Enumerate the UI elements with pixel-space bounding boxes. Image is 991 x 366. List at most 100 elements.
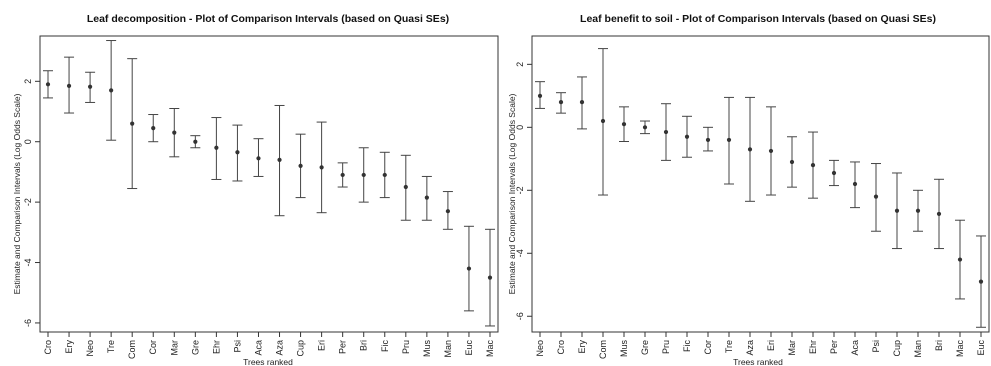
x-tick-label: Mar bbox=[169, 340, 179, 356]
estimate-point bbox=[937, 212, 941, 216]
x-tick-label: Neo bbox=[535, 340, 545, 357]
x-tick-label: Per bbox=[829, 340, 839, 354]
estimate-point bbox=[916, 209, 920, 213]
x-tick-label: Pru bbox=[401, 340, 411, 354]
x-tick-label: Per bbox=[338, 340, 348, 354]
y-tick-label: -4 bbox=[23, 259, 33, 267]
x-tick-label: Cro bbox=[556, 340, 566, 355]
estimate-point bbox=[601, 119, 605, 123]
x-tick-label: Man bbox=[443, 340, 453, 358]
plot-area: 2 0 -2 -4 -6 Cro Ery Neo Tre Com Cor Mar Gre Ehr Psi Ac… bbox=[23, 36, 498, 359]
estimate-point bbox=[320, 165, 324, 169]
x-tick-label: Psi bbox=[232, 340, 242, 353]
estimate-point bbox=[341, 173, 345, 177]
x-axis-label: Trees ranked bbox=[733, 357, 783, 366]
x-tick-label: Tre bbox=[724, 340, 734, 353]
x-axis-label: Trees ranked bbox=[243, 357, 293, 366]
x-tick-label: Gre bbox=[190, 340, 200, 355]
y-tick-label: -6 bbox=[515, 312, 525, 320]
y-axis-label: Estimate and Comparison Intervals (Log O… bbox=[12, 93, 22, 294]
x-tick-label: Aca bbox=[850, 340, 860, 356]
estimate-point bbox=[559, 100, 563, 104]
x-tick-label: Pru bbox=[661, 340, 671, 354]
x-tick-label: Ery bbox=[64, 340, 74, 354]
estimate-point bbox=[874, 194, 878, 198]
estimate-point bbox=[404, 185, 408, 189]
x-tick-label: Bri bbox=[934, 340, 944, 351]
estimate-point bbox=[958, 257, 962, 261]
x-tick-label: Man bbox=[913, 340, 923, 358]
x-tick-label: Gre bbox=[640, 340, 650, 355]
x-tick-label: Com bbox=[127, 340, 137, 359]
estimate-point bbox=[362, 173, 366, 177]
estimate-point bbox=[643, 125, 647, 129]
x-tick-label: Cro bbox=[43, 340, 53, 355]
x-tick-label: Eri bbox=[317, 340, 327, 351]
estimate-point bbox=[538, 94, 542, 98]
chart-title: Leaf benefit to soil - Plot of Compariso… bbox=[580, 13, 936, 25]
estimate-point bbox=[298, 164, 302, 168]
x-tick-label: Mar bbox=[787, 340, 797, 356]
x-tick-label: Ery bbox=[577, 340, 587, 354]
estimate-point bbox=[769, 149, 773, 153]
x-tick-label: Fic bbox=[380, 340, 390, 352]
x-tick-label: Fic bbox=[682, 340, 692, 352]
estimate-point bbox=[193, 140, 197, 144]
x-tick-label: Ehr bbox=[808, 340, 818, 354]
x-tick-label: Euc bbox=[976, 340, 986, 356]
estimate-point bbox=[706, 138, 710, 142]
estimate-point bbox=[622, 122, 626, 126]
estimate-point bbox=[832, 171, 836, 175]
chart-left: Leaf decomposition - Plot of Comparison … bbox=[12, 13, 498, 366]
y-tick-label: 0 bbox=[23, 139, 33, 144]
x-tick-label: Mus bbox=[422, 340, 432, 358]
chart-right: Leaf benefit to soil - Plot of Compariso… bbox=[507, 13, 989, 366]
estimate-point bbox=[425, 195, 429, 199]
estimate-point bbox=[172, 131, 176, 135]
estimate-point bbox=[256, 156, 260, 160]
estimate-point bbox=[748, 147, 752, 151]
estimate-point bbox=[46, 82, 50, 86]
estimate-point bbox=[151, 126, 155, 130]
estimate-point bbox=[727, 138, 731, 142]
estimate-point bbox=[88, 85, 92, 89]
estimate-point bbox=[214, 146, 218, 150]
x-tick-label: Ehr bbox=[211, 340, 221, 354]
estimate-point bbox=[790, 160, 794, 164]
estimate-point bbox=[235, 150, 239, 154]
x-tick-label: Aza bbox=[275, 340, 285, 356]
y-tick-label: 2 bbox=[515, 62, 525, 67]
x-tick-label: Com bbox=[598, 340, 608, 359]
estimate-point bbox=[853, 182, 857, 186]
estimate-point bbox=[488, 276, 492, 280]
x-tick-label: Aza bbox=[745, 340, 755, 356]
x-tick-label: Cup bbox=[296, 340, 306, 357]
x-tick-label: Aca bbox=[253, 340, 263, 356]
y-tick-label: -4 bbox=[515, 249, 525, 257]
y-tick-label: 2 bbox=[23, 79, 33, 84]
y-tick-label: -2 bbox=[23, 198, 33, 206]
estimate-point bbox=[580, 100, 584, 104]
x-tick-label: Cup bbox=[892, 340, 902, 357]
x-tick-label: Mus bbox=[619, 340, 629, 358]
x-tick-label: Cor bbox=[703, 340, 713, 355]
estimate-point bbox=[383, 173, 387, 177]
y-tick-label: 0 bbox=[515, 125, 525, 130]
estimate-point bbox=[467, 266, 471, 270]
x-tick-label: Bri bbox=[359, 340, 369, 351]
x-tick-label: Eri bbox=[766, 340, 776, 351]
plot-frame bbox=[532, 36, 989, 332]
estimate-point bbox=[811, 163, 815, 167]
estimate-point bbox=[895, 209, 899, 213]
x-tick-label: Euc bbox=[464, 340, 474, 356]
plot-frame bbox=[40, 36, 498, 332]
y-tick-label: -2 bbox=[515, 186, 525, 194]
estimate-point bbox=[130, 121, 134, 125]
estimate-point bbox=[446, 209, 450, 213]
plot-area: 2 0 -2 -4 -6 Neo Cro Ery Com Mus Gre Pru Fic Cor Tre Az… bbox=[515, 36, 989, 359]
chart-title: Leaf decomposition - Plot of Comparison … bbox=[87, 13, 449, 25]
estimate-point bbox=[109, 88, 113, 92]
estimate-point bbox=[685, 135, 689, 139]
y-tick-label: -6 bbox=[23, 319, 33, 327]
